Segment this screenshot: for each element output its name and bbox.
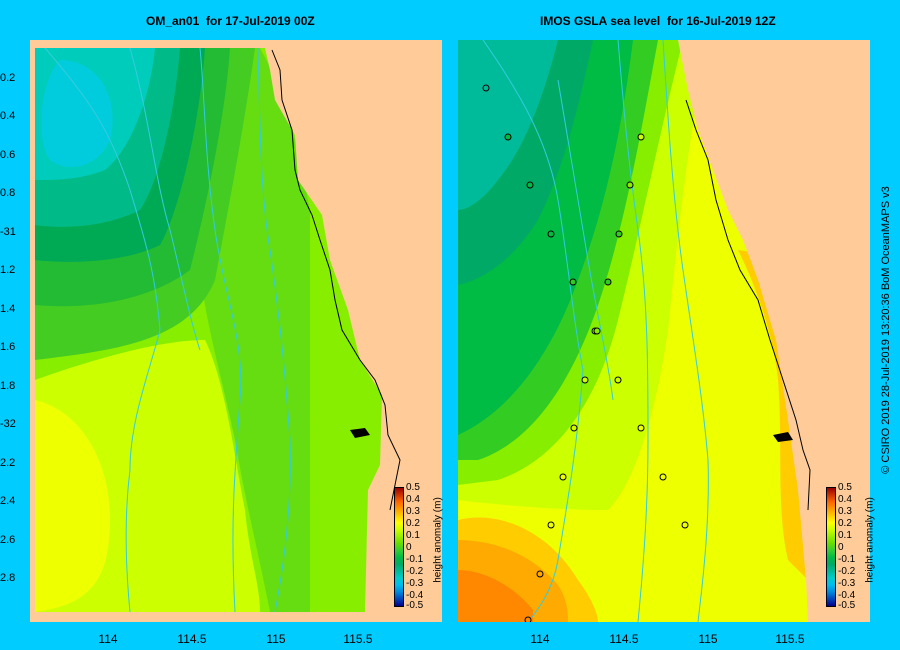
y-tick: 1.2 xyxy=(0,264,16,276)
colorbar-label: 0.5 xyxy=(406,482,420,493)
colorbar-label: -0.1 xyxy=(406,554,424,565)
obs-marker xyxy=(593,327,601,335)
y-tick: 2.4 xyxy=(0,495,16,507)
right-panel-title: IMOS GSLA sea level for 16-Jul-2019 12Z xyxy=(540,14,776,28)
x-tick: 115 xyxy=(698,632,718,646)
bathymetry-contour xyxy=(482,40,584,622)
obs-marker xyxy=(569,278,577,286)
colorbar-right-title: height anomaly (m) xyxy=(864,497,876,583)
colorbar-right xyxy=(826,487,836,607)
observation-markers xyxy=(482,84,689,622)
y-tick: 2.6 xyxy=(0,534,16,546)
obs-marker xyxy=(681,521,689,529)
obs-marker xyxy=(536,570,544,578)
x-tick: 114.5 xyxy=(177,632,207,646)
contour-band xyxy=(41,60,113,168)
colorbar-right-strip xyxy=(826,487,836,607)
y-tick: 0.4 xyxy=(0,110,16,122)
colorbar-label: 0.1 xyxy=(838,530,852,541)
x-tick: 115.5 xyxy=(343,632,373,646)
land-mask xyxy=(30,48,442,622)
bathymetry-contour xyxy=(129,47,201,351)
island xyxy=(350,428,370,438)
obs-marker xyxy=(504,133,512,141)
colorbar-left-title: height anomaly (m) xyxy=(432,497,444,583)
colorbar-label: 0.2 xyxy=(838,518,852,529)
obs-marker xyxy=(547,230,555,238)
credit-text: © CSIRO 2019 28-Jul-2019 13:20:36 BoM Oc… xyxy=(880,186,892,474)
contour-band xyxy=(458,40,558,210)
contour-band xyxy=(458,570,533,622)
y-tick: 0.8 xyxy=(0,187,16,199)
x-tick: 114 xyxy=(98,632,118,646)
colorbar-label: 0 xyxy=(406,542,412,553)
bathymetry-contour xyxy=(44,47,161,613)
right-map-svg xyxy=(458,40,870,622)
obs-marker xyxy=(626,181,634,189)
bathymetry-contour xyxy=(662,40,709,622)
y-tick: 0.6 xyxy=(0,149,16,161)
colorbar-label: 0.2 xyxy=(406,518,420,529)
y-tick: 0.2 xyxy=(0,72,16,84)
contour-band xyxy=(35,400,110,612)
coastline xyxy=(685,99,811,511)
colorbar-left-strip xyxy=(394,487,404,607)
colorbar-label: -0.5 xyxy=(406,600,424,611)
colorbar-label: 0.5 xyxy=(838,482,852,493)
bathymetry-contour xyxy=(617,40,649,622)
y-tick: 1.6 xyxy=(0,341,16,353)
colorbar-label: 0.3 xyxy=(406,506,420,517)
colorbar-label: -0.1 xyxy=(838,554,856,565)
obs-marker xyxy=(526,181,534,189)
bathymetry-contour xyxy=(199,47,242,613)
obs-marker xyxy=(559,473,567,481)
left-panel-title: OM_an01 for 17-Jul-2019 00Z xyxy=(146,14,315,28)
obs-marker xyxy=(659,473,667,481)
y-tick: 2.2 xyxy=(0,457,16,469)
bathymetry-contour xyxy=(557,79,614,401)
colorbar-left xyxy=(394,487,404,607)
obs-marker xyxy=(637,424,645,432)
colorbar-label: -0.3 xyxy=(838,578,856,589)
bathymetry-contour xyxy=(257,47,291,613)
colorbar-label: -0.4 xyxy=(406,590,424,601)
y-tick: -31 xyxy=(0,226,16,238)
colorbar-label: 0 xyxy=(838,542,844,553)
x-tick: 114 xyxy=(530,632,550,646)
y-tick: 1.4 xyxy=(0,303,16,315)
obs-marker xyxy=(637,133,645,141)
left-map-panel xyxy=(30,40,442,622)
colorbar-label: -0.4 xyxy=(838,590,856,601)
obs-marker xyxy=(570,424,578,432)
colorbar-label: 0.3 xyxy=(838,506,852,517)
y-tick: 1.8 xyxy=(0,380,16,392)
colorbar-label: 0.4 xyxy=(406,494,420,505)
right-map-panel xyxy=(458,40,870,622)
island xyxy=(773,432,793,442)
left-map-svg xyxy=(30,47,442,622)
y-tick: 2.8 xyxy=(0,572,16,584)
obs-marker xyxy=(524,616,532,622)
obs-marker xyxy=(547,521,555,529)
obs-marker xyxy=(604,278,612,286)
x-tick: 114.5 xyxy=(609,632,639,646)
obs-marker xyxy=(614,376,622,384)
colorbar-label: -0.5 xyxy=(838,600,856,611)
colorbar-label: -0.2 xyxy=(838,566,856,577)
colorbar-label: -0.2 xyxy=(406,566,424,577)
land-mask xyxy=(678,40,870,622)
colorbar-label: -0.3 xyxy=(406,578,424,589)
x-tick: 115 xyxy=(266,632,286,646)
y-tick: -32 xyxy=(0,418,16,430)
obs-marker xyxy=(615,230,623,238)
obs-marker xyxy=(482,84,490,92)
coastline xyxy=(271,49,401,511)
obs-marker xyxy=(581,376,589,384)
colorbar-label: 0.1 xyxy=(406,530,420,541)
x-tick: 115.5 xyxy=(775,632,805,646)
colorbar-label: 0.4 xyxy=(838,494,852,505)
